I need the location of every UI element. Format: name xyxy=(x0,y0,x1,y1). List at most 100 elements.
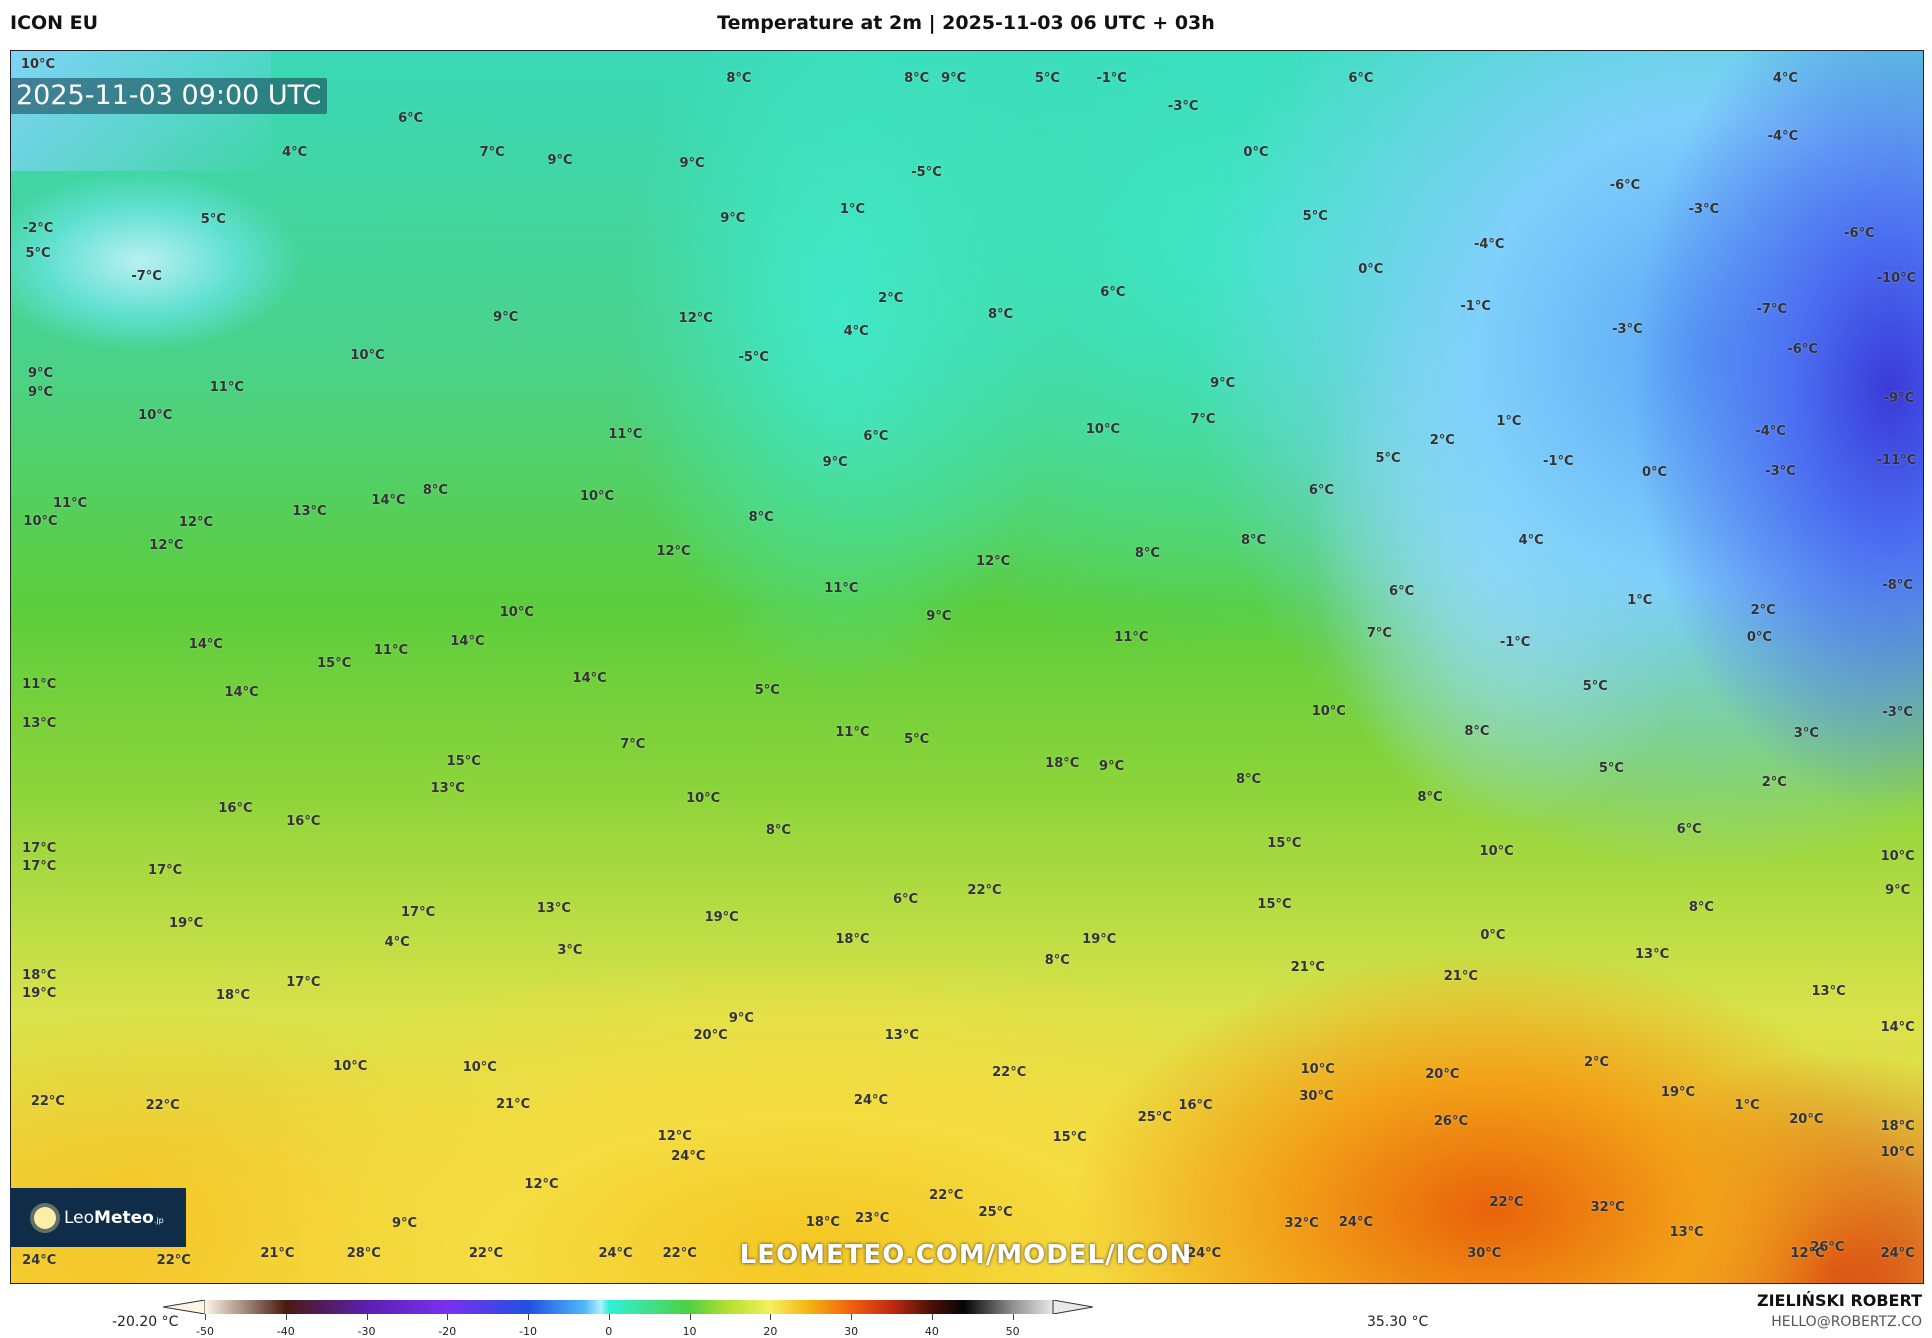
temperature-label: 11°C xyxy=(373,643,409,659)
temperature-label: 11°C xyxy=(22,676,57,692)
temperature-label: 11°C xyxy=(608,426,643,442)
temperature-label: 10°C xyxy=(1880,1144,1915,1160)
temperature-label: 13°C xyxy=(884,1027,919,1043)
colorbar-tick-mark xyxy=(1012,1314,1014,1320)
temperature-label: 5°C xyxy=(1302,208,1328,224)
temperature-label: -3°C xyxy=(1612,321,1643,337)
temperature-label: 8°C xyxy=(726,70,752,86)
temperature-label: 23°C xyxy=(855,1211,890,1227)
temperature-label: 9°C xyxy=(1099,759,1125,775)
temperature-label: 8°C xyxy=(1236,771,1262,787)
temperature-label: 24°C xyxy=(598,1245,633,1261)
temperature-label: -6°C xyxy=(1844,225,1875,241)
colorbar-max-label: 35.30 °C xyxy=(1367,1314,1429,1330)
temperature-label: 24°C xyxy=(1880,1245,1915,1261)
valid-time-stamp: 2025-11-03 09:00 UTC xyxy=(10,78,328,114)
temperature-label: 3°C xyxy=(1793,726,1819,742)
temperature-label: 8°C xyxy=(1688,899,1714,915)
temperature-label: 8°C xyxy=(1464,723,1490,739)
temperature-label: 22°C xyxy=(145,1098,180,1114)
temperature-label: 13°C xyxy=(1811,983,1846,999)
temperature-label: 8°C xyxy=(1417,790,1443,806)
temperature-label: -7°C xyxy=(1756,302,1788,318)
temperature-label: -1°C xyxy=(1460,298,1491,314)
temperature-label: 4°C xyxy=(843,324,869,340)
temperature-label: 1°C xyxy=(1734,1098,1760,1114)
temperature-label: 24°C xyxy=(671,1148,706,1164)
logo-suffix: .jp xyxy=(153,1215,164,1225)
temperature-label: 21°C xyxy=(1290,960,1325,976)
temperature-label: 16°C xyxy=(218,801,253,817)
temperature-label: 20°C xyxy=(1789,1111,1824,1127)
temperature-label: 8°C xyxy=(1134,546,1160,562)
colorbar-tick-mark xyxy=(931,1314,933,1320)
temperature-label: 9°C xyxy=(493,309,519,325)
temperature-label: 6°C xyxy=(398,111,424,127)
temperature-label: 21°C xyxy=(260,1245,295,1261)
temperature-label: 8°C xyxy=(765,823,791,839)
map-title: Temperature at 2m | 2025-11-03 06 UTC + … xyxy=(717,12,1215,34)
temperature-label: 0°C xyxy=(1746,629,1772,645)
temperature-label: 14°C xyxy=(224,685,259,701)
temperature-label: 5°C xyxy=(754,682,780,698)
colorbar-tick-mark xyxy=(770,1314,772,1320)
colorbar-tick-mark xyxy=(447,1314,449,1320)
temperature-label: 0°C xyxy=(1480,928,1506,944)
temperature-label: 15°C xyxy=(317,655,352,671)
colorbar-tick-mark xyxy=(851,1314,853,1320)
temperature-label: -3°C xyxy=(1882,705,1913,721)
colorbar-high-arrow xyxy=(1052,1300,1093,1314)
temperature-label: -6°C xyxy=(1787,341,1818,357)
colorbar-tick-mark xyxy=(528,1314,530,1320)
temperature-label: 5°C xyxy=(1034,70,1060,86)
temperature-label: 6°C xyxy=(1308,483,1334,499)
colorbar-tick-label: 30 xyxy=(844,1325,859,1338)
temperature-label: 6°C xyxy=(1348,70,1374,86)
temperature-label: 0°C xyxy=(1358,261,1384,277)
temperature-label: 11°C xyxy=(835,724,870,740)
temperature-label: 4°C xyxy=(384,935,410,951)
temperature-label: 0°C xyxy=(1243,144,1269,160)
temperature-label: 26°C xyxy=(1810,1239,1845,1255)
temperature-label: 2°C xyxy=(1750,602,1776,618)
temperature-label: 24°C xyxy=(1187,1245,1222,1261)
temperature-label: 13°C xyxy=(536,900,571,916)
temperature-label: 9°C xyxy=(679,155,705,171)
temperature-label: 22°C xyxy=(662,1245,697,1261)
temperature-label: 12°C xyxy=(656,543,691,559)
temperature-label: -3°C xyxy=(1167,98,1199,114)
temperature-label: 12°C xyxy=(657,1128,692,1144)
temperature-label: 14°C xyxy=(371,493,406,509)
temperature-label: 8°C xyxy=(904,70,930,86)
temperature-label: 18°C xyxy=(835,931,870,947)
colorbar-tick-label: -30 xyxy=(357,1325,376,1338)
temperature-label: 9°C xyxy=(1885,882,1911,898)
temperature-label: 14°C xyxy=(572,670,607,686)
temperature-label: 4°C xyxy=(1772,70,1798,86)
temperature-label: 20°C xyxy=(693,1027,728,1043)
temperature-label: 19°C xyxy=(22,985,57,1001)
temperature-label: 15°C xyxy=(1257,897,1292,913)
sun-icon xyxy=(34,1206,56,1229)
leometeo-logo[interactable]: LeoMeteo.jp xyxy=(10,1188,186,1247)
temperature-label: 9°C xyxy=(27,384,54,400)
temperature-label: 5°C xyxy=(200,212,226,228)
temperature-label: -4°C xyxy=(1755,424,1786,440)
temperature-label: 5°C xyxy=(1375,451,1401,467)
temperature-label: 15°C xyxy=(1052,1130,1087,1146)
temperature-label: 13°C xyxy=(22,716,57,732)
colorbar-tick-label: 10 xyxy=(682,1325,697,1338)
temperature-label: 10°C xyxy=(138,408,173,424)
temperature-label: 19°C xyxy=(1082,931,1117,947)
temperature-label: 4°C xyxy=(1518,532,1544,548)
temperature-label: 1°C xyxy=(1627,592,1653,608)
temperature-label: 9°C xyxy=(547,153,573,169)
temperature-label: -1°C xyxy=(1499,634,1531,650)
temperature-label: 20°C xyxy=(1425,1067,1460,1083)
temperature-label: 19°C xyxy=(1660,1084,1696,1100)
temperature-label: 14°C xyxy=(450,633,485,649)
colorbar-tick-mark xyxy=(205,1314,206,1320)
temperature-label: 14°C xyxy=(1880,1020,1915,1036)
temperature-label: 21°C xyxy=(496,1096,531,1112)
temperature-label: 10°C xyxy=(579,489,615,505)
